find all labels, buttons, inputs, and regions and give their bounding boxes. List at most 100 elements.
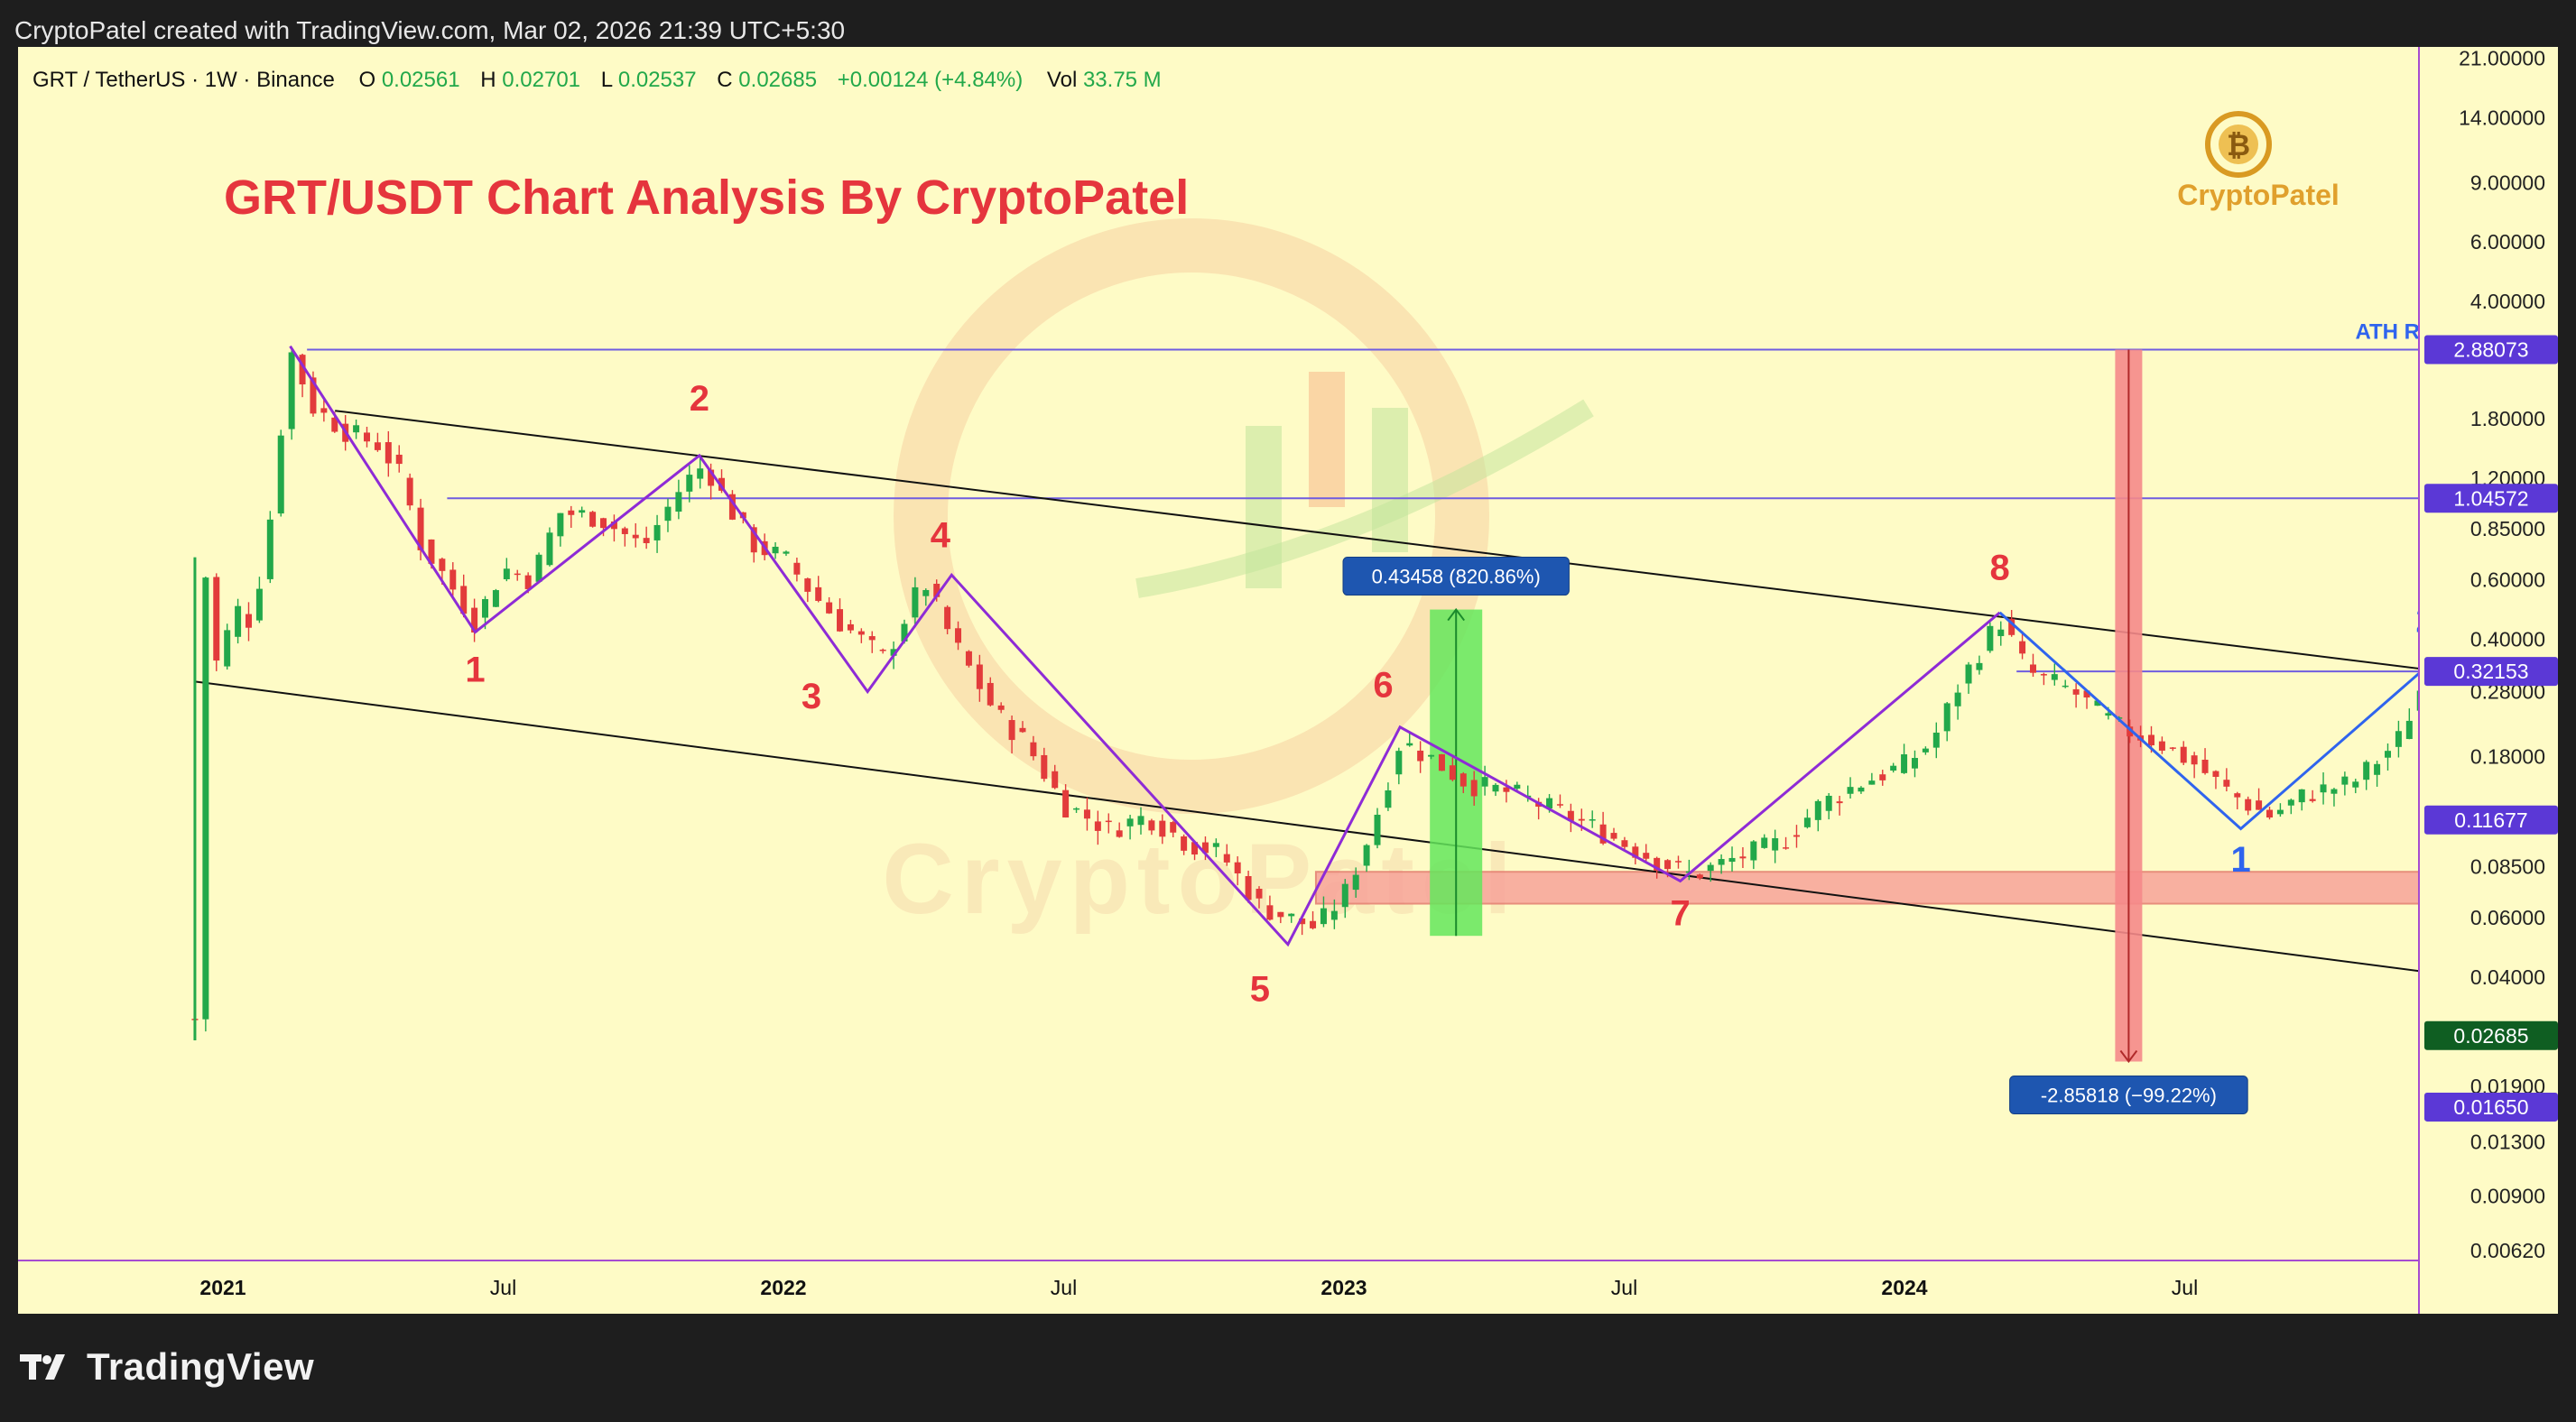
wave-label-red: 6 — [1373, 665, 1393, 705]
annotations-group: 0.43458 (820.86%)-2.85818 (−99.22%)2.858… — [1342, 557, 2248, 1115]
candle-body — [1083, 809, 1090, 819]
candle-body — [1385, 789, 1392, 808]
wave-label-red: 8 — [1989, 549, 2009, 588]
candle-body — [890, 649, 897, 656]
y-tick-label: 14.00000 — [2459, 106, 2545, 129]
candle-body — [664, 506, 672, 522]
candle-body — [449, 569, 457, 590]
measurement-label: 0.43458 (820.86%) — [1372, 566, 1541, 588]
candle-body — [1879, 774, 1886, 780]
candle-body — [1965, 664, 1972, 684]
watermark-ring — [894, 218, 1489, 814]
measurement-arrowhead — [2119, 1049, 2138, 1064]
candle-body — [1245, 875, 1252, 900]
candle-body — [728, 494, 736, 520]
x-axis[interactable]: 2021Jul2022Jul2023Jul2024Jul2025Jul2026J… — [18, 1260, 2558, 1314]
candle-body — [2287, 799, 2294, 806]
price-chart[interactable]: CryptoPatel Strong Support Became Strong… — [18, 47, 2558, 1314]
candle-body — [288, 352, 295, 429]
wave-purple-line — [289, 345, 2001, 947]
candle-body — [1868, 780, 1876, 785]
candle-body — [1181, 836, 1188, 851]
wave-label-red: 4 — [931, 515, 951, 555]
candle-body — [1599, 824, 1607, 844]
candle-body — [1116, 830, 1123, 837]
candle-body — [1578, 818, 1585, 821]
candle-body — [1674, 861, 1682, 863]
candle-body — [557, 512, 564, 537]
svg-text:₿: ₿ — [2227, 129, 2250, 162]
price-level-badge — [2424, 484, 2558, 513]
candle-body — [1159, 820, 1166, 837]
candle-body — [868, 636, 876, 641]
candle-body — [675, 492, 682, 512]
price-level-badge — [2424, 805, 2558, 835]
candle-body — [1288, 913, 1295, 917]
candle-body — [1567, 810, 1574, 821]
candle-body — [643, 538, 650, 543]
ohlc-legend[interactable]: GRT / TetherUS · 1W · Binance O 0.02561 … — [32, 68, 1162, 92]
candle-body — [1772, 838, 1779, 851]
candle-body — [1374, 814, 1381, 845]
candle-body — [1783, 847, 1790, 849]
y-tick-label: 9.00000 — [2470, 171, 2545, 194]
current-price-badge-text: 0.02685 — [2453, 1024, 2528, 1048]
candle-body — [255, 588, 263, 621]
candle-body — [2330, 789, 2338, 794]
candle-body — [1803, 817, 1811, 827]
candle-body — [1299, 918, 1306, 925]
candle-body — [1212, 843, 1219, 847]
candle-body — [1503, 787, 1510, 792]
candle-body — [686, 475, 693, 492]
candle-body — [837, 609, 844, 632]
candle-body — [1890, 765, 1897, 771]
legend-change: +0.00124 (+4.84%) — [838, 68, 1024, 92]
candle-body — [1073, 808, 1080, 810]
candle-body — [460, 586, 468, 614]
price-level-badge — [2424, 335, 2558, 365]
measurement-arrowhead — [1447, 607, 1465, 622]
candle-body — [385, 442, 392, 464]
candle-body — [2191, 755, 2198, 765]
candle-body — [804, 578, 811, 592]
candle-body — [277, 435, 284, 514]
x-tick-label: 2024 — [1881, 1276, 1927, 1299]
legend-open: 0.02561 — [382, 68, 460, 92]
price-level-badge — [2424, 1092, 2558, 1122]
candle-body — [1406, 743, 1413, 746]
candle-body — [1707, 864, 1714, 872]
candle-body — [1621, 840, 1628, 847]
candle-body — [1201, 842, 1209, 854]
y-axis[interactable]: 21.00000 14.00000 9.00000 6.00000 4.00000 1.8… — [2418, 47, 2558, 1314]
candle-body — [1352, 874, 1359, 891]
current-price-badge — [2424, 1020, 2558, 1050]
candle-body — [2127, 726, 2134, 737]
price-level-badge-text: 0.11677 — [2454, 808, 2527, 832]
measurement-label-box — [1342, 557, 1570, 596]
candle-body — [589, 512, 597, 527]
time-axis-background — [18, 1260, 2419, 1314]
candle-body — [1858, 787, 1865, 792]
candle-body — [976, 664, 983, 689]
x-tick-label: Jul — [1051, 1276, 1077, 1299]
candle-body — [2245, 799, 2252, 811]
candle-body — [1546, 798, 1553, 809]
watermark-candle — [1372, 408, 1408, 552]
candle-body — [1363, 845, 1370, 866]
candle-body — [1728, 857, 1736, 863]
candle-body — [2266, 809, 2274, 818]
candle-body — [471, 607, 478, 633]
candle-body — [2385, 751, 2392, 758]
chart-frame[interactable]: CryptoPatel Strong Support Became Strong… — [18, 47, 2558, 1314]
candle-body — [783, 551, 790, 554]
candle-body — [944, 606, 951, 630]
candle-body — [1610, 833, 1617, 839]
candle-body — [772, 546, 779, 554]
candle-body — [750, 527, 757, 553]
candle-body — [600, 518, 607, 529]
legend-high: 0.02701 — [502, 68, 580, 92]
candle-body — [955, 628, 962, 643]
y-tick-label: 6.00000 — [2470, 230, 2545, 254]
candle-body — [1943, 703, 1951, 732]
wave-blue-line — [1998, 611, 2558, 833]
